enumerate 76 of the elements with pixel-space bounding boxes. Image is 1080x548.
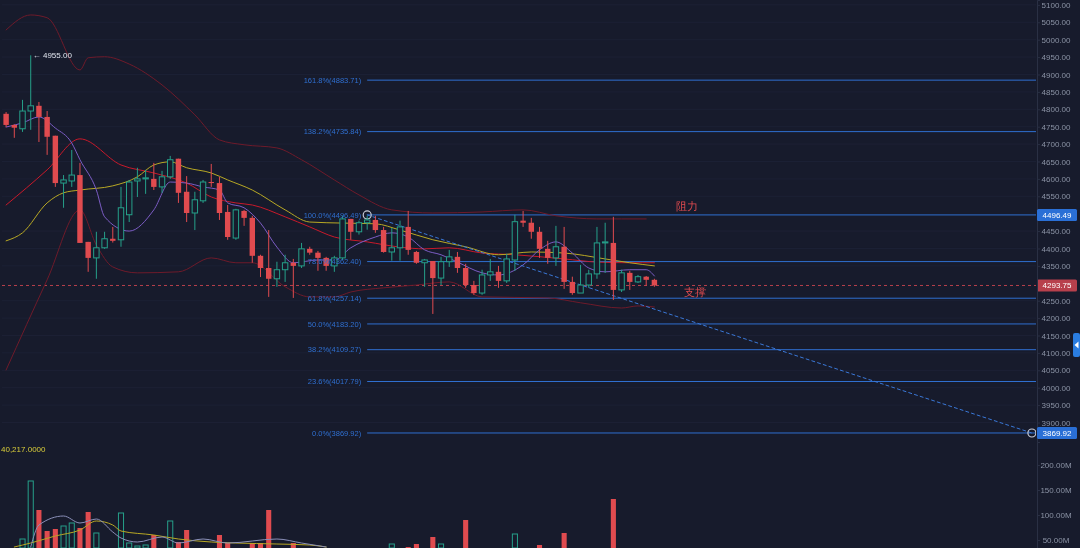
candlestick — [569, 276, 576, 296]
y-tick-label: 4000.00 — [1041, 383, 1072, 393]
y-tick-label: 4950.00 — [1041, 53, 1072, 63]
annotation: 40,217.0000 — [1, 444, 47, 454]
y-tick-label: 4200.00 — [1041, 314, 1072, 324]
y-tick-label: 4700.00 — [1041, 140, 1072, 150]
candlestick — [528, 217, 535, 240]
y-tick-label: 5000.00 — [1041, 35, 1072, 45]
ref-line-label: 4293.75 — [1042, 281, 1073, 291]
annotation: 4496.49 — [1042, 210, 1073, 220]
y-tick-label: 5050.00 — [1041, 18, 1072, 28]
y-tick-label: 4150.00 — [1041, 331, 1072, 341]
candlestick — [191, 191, 199, 231]
candlestick — [36, 101, 42, 143]
y-tick-label: 4800.00 — [1041, 105, 1072, 115]
annotation: 阻力 — [676, 199, 699, 213]
y-tick-label: 4750.00 — [1041, 122, 1072, 132]
candlestick — [257, 254, 264, 278]
candlestick — [167, 155, 174, 180]
line-series — [5, 161, 655, 267]
y-tick-label: 3950.00 — [1041, 401, 1072, 411]
line-series — [5, 209, 655, 371]
candlestick — [380, 226, 387, 254]
y-tick-label: 4050.00 — [1041, 366, 1072, 376]
candlestick — [454, 251, 461, 274]
y-tick-label: 4850.00 — [1041, 87, 1072, 97]
annotation: 支撑 — [684, 286, 707, 300]
y-tick-label: 4650.00 — [1041, 157, 1072, 167]
y-tick-label: 4900.00 — [1041, 70, 1072, 80]
candlestick — [545, 240, 551, 265]
candlestick — [266, 229, 272, 298]
candlestick — [478, 269, 486, 296]
candlestick — [462, 263, 469, 289]
candlestick — [396, 220, 404, 262]
y-tick-label: 200.00M — [1040, 461, 1072, 471]
y-tick-label: 4400.00 — [1041, 244, 1072, 254]
candlestick — [85, 241, 91, 273]
y-tick-label: 100.00M — [1040, 511, 1072, 521]
candlestick — [520, 210, 526, 228]
candlestick — [437, 256, 445, 286]
y-tick-label: 4600.00 — [1041, 174, 1072, 184]
candlestick — [388, 227, 396, 262]
candlestick — [241, 209, 247, 227]
candlestick — [158, 170, 166, 194]
annotation: 3869.92 — [1042, 428, 1073, 438]
candlestick — [627, 270, 633, 291]
candlestick — [430, 260, 436, 315]
candlestick — [487, 258, 494, 282]
candlestick — [552, 225, 560, 267]
candlestick — [298, 242, 305, 269]
candlestick — [44, 110, 50, 156]
y-tick-label: 4450.00 — [1041, 227, 1072, 237]
candlestick — [183, 175, 190, 223]
line-series — [30, 515, 327, 548]
candlestick — [495, 265, 502, 289]
y-tick-label: 4250.00 — [1041, 296, 1072, 306]
line-series — [5, 14, 647, 220]
y-tick-label: 4350.00 — [1041, 261, 1072, 271]
candlestick — [421, 258, 428, 288]
candlestick — [151, 162, 157, 191]
y-tick-label: 150.00M — [1040, 486, 1072, 496]
y-tick-label: 50.00M — [1042, 536, 1070, 546]
y-tick-label: 5100.00 — [1041, 0, 1072, 10]
candlestick — [199, 179, 207, 204]
candlestick — [281, 254, 289, 283]
candlestick — [405, 210, 411, 256]
line-series — [5, 138, 655, 264]
candlestick — [601, 222, 609, 274]
candlestick — [503, 253, 510, 284]
y-tick-label: 4100.00 — [1041, 348, 1072, 358]
y-tick-label: 4550.00 — [1041, 192, 1072, 202]
candlestick — [536, 226, 543, 259]
candlestick — [618, 269, 625, 293]
annotation: ← 4955.00 — [32, 51, 73, 61]
y-tick-label: 3900.00 — [1041, 418, 1072, 428]
candlestick — [273, 261, 281, 288]
